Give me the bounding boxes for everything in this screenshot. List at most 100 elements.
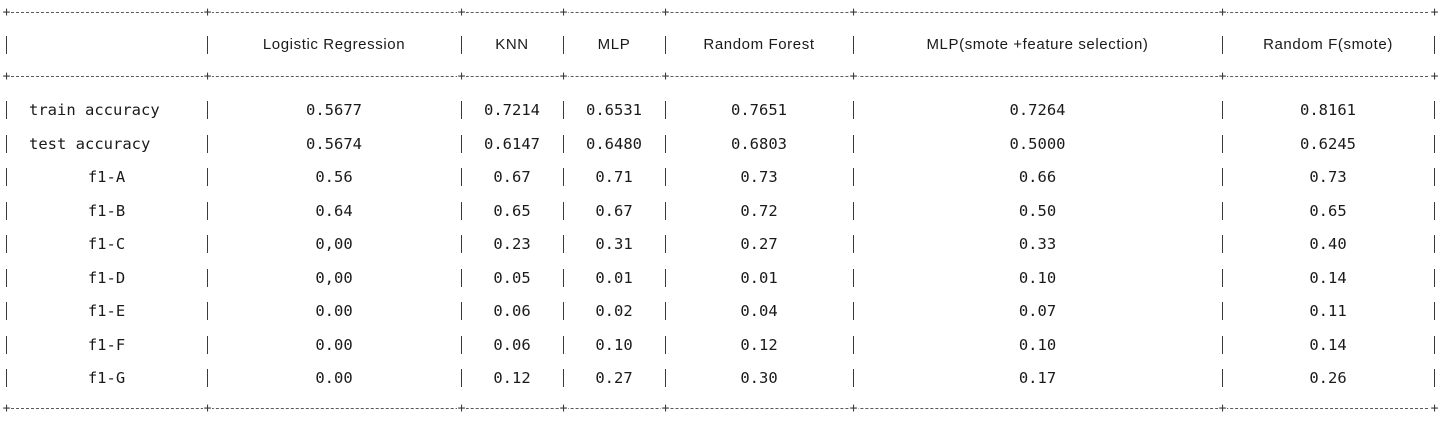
row-label: f1-F bbox=[87, 335, 126, 354]
table-cell-separator bbox=[6, 201, 7, 220]
table-cell-separator bbox=[1434, 268, 1435, 287]
table-cell-separator bbox=[461, 302, 462, 320]
table-border-corner: + bbox=[661, 401, 670, 416]
table-cell-separator bbox=[665, 268, 666, 287]
table-cell-separator bbox=[1434, 168, 1435, 186]
table-cell-separator bbox=[207, 235, 208, 253]
table-cell-separator bbox=[6, 168, 7, 186]
row-label: f1-B bbox=[87, 201, 126, 220]
table-cell-value: 0.65 bbox=[493, 201, 531, 220]
table-cell-value: 0.12 bbox=[493, 369, 531, 387]
table-cell-separator bbox=[1222, 235, 1223, 253]
table-cell-separator bbox=[853, 36, 854, 54]
row-label: test accuracy bbox=[29, 134, 151, 153]
table-cell-separator bbox=[6, 134, 7, 153]
table-cell-separator bbox=[665, 369, 666, 387]
table-cell-value: 0.71 bbox=[595, 168, 633, 186]
row-label: f1-D bbox=[87, 268, 126, 287]
table-cell-separator bbox=[1434, 369, 1435, 387]
table-cell-separator bbox=[461, 168, 462, 186]
table-border-corner: + bbox=[1218, 69, 1227, 84]
table-cell-separator bbox=[6, 369, 7, 387]
table-cell-value: 0.00 bbox=[315, 369, 353, 387]
table-cell-separator bbox=[853, 134, 854, 153]
table-cell-separator bbox=[461, 201, 462, 220]
table-cell-separator bbox=[563, 101, 564, 119]
table-border-corner: + bbox=[559, 69, 568, 84]
table-cell-separator bbox=[1222, 335, 1223, 354]
table-cell-separator bbox=[207, 36, 208, 54]
table-border-corner: + bbox=[203, 69, 212, 84]
table-cell-value: 0.00 bbox=[315, 335, 353, 354]
column-header: MLP(smote +feature selection) bbox=[926, 36, 1149, 53]
table-cell-separator bbox=[6, 36, 7, 54]
table-cell-separator bbox=[1434, 302, 1435, 320]
table-cell-value: 0.6803 bbox=[731, 134, 787, 153]
table-cell-separator bbox=[207, 268, 208, 287]
table-cell-separator bbox=[1434, 36, 1435, 54]
table-cell-value: 0.7214 bbox=[484, 101, 540, 119]
table-cell-value: 0,00 bbox=[315, 235, 353, 253]
table-cell-separator bbox=[665, 168, 666, 186]
table-border-corner: + bbox=[457, 401, 466, 416]
table-cell-value: 0.05 bbox=[493, 268, 531, 287]
table-border-corner: + bbox=[2, 5, 11, 20]
table-cell-separator bbox=[563, 134, 564, 153]
table-cell-separator bbox=[563, 268, 564, 287]
row-label: f1-C bbox=[87, 235, 126, 253]
column-header: Random F(smote) bbox=[1263, 36, 1393, 53]
table-cell-value: 0.10 bbox=[595, 335, 633, 354]
table-cell-value: 0.56 bbox=[315, 168, 353, 186]
table-cell-value: 0.01 bbox=[740, 268, 778, 287]
table-border-corner: + bbox=[1430, 5, 1439, 20]
table-cell-value: 0.33 bbox=[1018, 235, 1057, 253]
table-cell-separator bbox=[853, 101, 854, 119]
table-cell-value: 0.04 bbox=[740, 302, 778, 320]
table-cell-value: 0.23 bbox=[493, 235, 531, 253]
table-border-corner: + bbox=[661, 5, 670, 20]
table-cell-value: 0.30 bbox=[740, 369, 778, 387]
table-cell-value: 0.01 bbox=[595, 268, 633, 287]
table-cell-separator bbox=[563, 168, 564, 186]
table-cell-value: 0.5677 bbox=[306, 101, 362, 119]
table-cell-value: 0.31 bbox=[595, 235, 633, 253]
table-cell-value: 0.73 bbox=[1309, 168, 1347, 186]
table-cell-separator bbox=[665, 335, 666, 354]
table-cell-value: 0.7264 bbox=[1009, 101, 1066, 119]
table-cell-separator bbox=[1434, 235, 1435, 253]
table-cell-value: 0.10 bbox=[1018, 268, 1057, 287]
table-border-corner: + bbox=[203, 401, 212, 416]
table-cell-separator bbox=[461, 369, 462, 387]
table-cell-value: 0.14 bbox=[1309, 335, 1347, 354]
table-cell-value: 0.50 bbox=[1018, 201, 1057, 220]
table-border-corner: + bbox=[1218, 5, 1227, 20]
table-cell-value: 0.14 bbox=[1309, 268, 1347, 287]
table-cell-value: 0.66 bbox=[1018, 168, 1057, 186]
table-cell-value: 0.8161 bbox=[1300, 101, 1356, 119]
table-cell-separator bbox=[1434, 101, 1435, 119]
table-cell-separator bbox=[853, 201, 854, 220]
column-header: KNN bbox=[495, 36, 529, 53]
table-cell-separator bbox=[853, 235, 854, 253]
table-cell-value: 0.6480 bbox=[586, 134, 642, 153]
table-cell-separator bbox=[207, 134, 208, 153]
table-cell-value: 0.64 bbox=[315, 201, 353, 220]
table-cell-value: 0.67 bbox=[595, 201, 633, 220]
table-cell-value: 0.10 bbox=[1018, 335, 1057, 354]
table-cell-separator bbox=[563, 235, 564, 253]
table-cell-separator bbox=[665, 134, 666, 153]
table-cell-separator bbox=[853, 369, 854, 387]
table-cell-separator bbox=[461, 268, 462, 287]
table-cell-separator bbox=[665, 36, 666, 54]
table-cell-value: 0.17 bbox=[1018, 369, 1057, 387]
table-cell-value: 0.5000 bbox=[1009, 134, 1066, 153]
table-cell-separator bbox=[1222, 36, 1223, 54]
table-cell-value: 0.06 bbox=[493, 335, 531, 354]
table-cell-separator bbox=[853, 335, 854, 354]
table-border-line bbox=[6, 408, 1438, 409]
table-border-line bbox=[6, 12, 1438, 13]
table-cell-separator bbox=[207, 201, 208, 220]
table-border-corner: + bbox=[2, 401, 11, 416]
column-header: Random Forest bbox=[703, 36, 815, 53]
